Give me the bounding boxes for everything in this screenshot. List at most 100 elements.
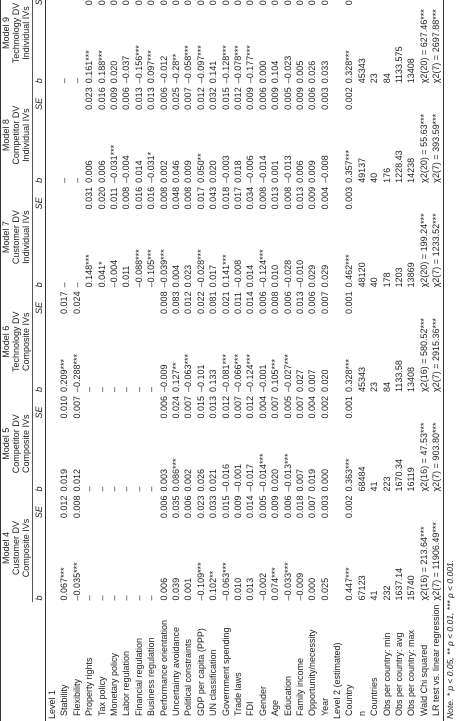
model-header-line: Customer DV <box>11 521 21 576</box>
cell: 45343 <box>356 58 367 84</box>
cell: χ2(20) = 199.24*** <box>418 213 429 288</box>
cell: 0.023 <box>183 264 194 288</box>
cell: –0.013*** <box>282 453 293 492</box>
cell: 0.020 <box>319 369 330 392</box>
cell: χ2(7) = 903.80*** <box>430 420 444 494</box>
cell: 0.002 <box>344 495 355 519</box>
cell: –0.031* <box>146 151 157 183</box>
cell: 0.009 <box>307 160 318 183</box>
cell: 0.017 <box>59 291 70 314</box>
cell: 0.023 <box>84 87 95 110</box>
cell: – <box>71 78 82 84</box>
row-label: GDP per capita (PPP) <box>195 628 206 716</box>
data-row: Financial regulation – – – –0.088*** 0.016 0.0… <box>133 0 145 721</box>
data-row: Uncertainty avoidance 0.039 0.035 0.086*** 0… <box>170 0 182 721</box>
cell <box>369 0 381 7</box>
data-row: Political constraints 0.001 0.006 0.002 0.00… <box>183 0 195 721</box>
header-row: Model 4 Customer DV Composite IVs Model 5 Co… <box>0 0 33 721</box>
cell: –0.014 <box>257 155 268 183</box>
cell: 0.024 <box>71 291 82 314</box>
cell: 0.005 <box>294 60 305 84</box>
cell: χ2(7) = 393.59*** <box>430 111 444 185</box>
cell: 0.006 <box>183 495 194 519</box>
cell: 0.000 <box>307 577 318 601</box>
cell: – <box>59 78 70 84</box>
cell: 0.020 <box>270 469 281 492</box>
cell: 0.000 <box>319 469 330 492</box>
cell: 0.004 <box>170 264 181 288</box>
cell: 0.023 <box>245 0 257 7</box>
cell: 0.006 <box>158 87 169 110</box>
model-header-line: Individual IVs <box>21 6 31 60</box>
cell <box>418 494 430 521</box>
row-label: Obs per country: avg <box>394 632 405 716</box>
cell: –0.014*** <box>257 453 268 492</box>
row-label: Obs per country: min <box>381 632 392 716</box>
data-row: Countries 41 41 23 40 40 23 <box>369 0 381 721</box>
cell <box>84 394 96 421</box>
cell: 0.081 <box>208 291 219 314</box>
cell: 0.086*** <box>170 458 181 492</box>
data-row: UN classification 0.102** 0.033 0.021 0.013 0… <box>207 0 219 721</box>
cell: 0.012 <box>59 495 70 519</box>
row-label: UN classification <box>208 649 219 716</box>
section-label: Level 1 <box>47 689 58 719</box>
cell <box>369 494 381 521</box>
cell: 0.007 <box>183 395 194 419</box>
row-label: FDI <box>245 701 256 717</box>
note-row: Note. * p < 0.05, ** p < 0.01, *** p < 0… <box>443 0 456 721</box>
cell: 0.014 <box>245 495 256 519</box>
cell: 13869 <box>406 262 417 288</box>
model-header: Model 5 Competitor DV Composite IVs <box>0 393 33 494</box>
cell: 0.010 <box>270 264 281 288</box>
cell: 0.097*** <box>146 50 157 84</box>
cell: –0.063*** <box>220 562 231 601</box>
model-header-line: Composite IVs <box>21 414 31 474</box>
cell: 0.012 <box>195 87 206 110</box>
section-row: Level 1 <box>46 0 59 721</box>
cell: 178 <box>381 272 392 288</box>
cell <box>381 85 393 112</box>
row-label: Property rights <box>84 657 95 716</box>
cell: 0.012 <box>183 291 194 314</box>
cell: 0.009 <box>307 186 318 210</box>
row-label: Country <box>344 684 355 716</box>
cell: 67123 <box>356 575 367 601</box>
cell: 0.013 <box>232 0 244 7</box>
cell: 0.015 <box>195 395 206 419</box>
cell: 0.006 <box>257 291 268 314</box>
cell: 0.023 <box>195 495 206 519</box>
subheader-cell: SE <box>32 184 46 212</box>
cell: – <box>84 386 95 392</box>
cell <box>369 289 381 316</box>
cell: 0.013 <box>245 577 256 601</box>
cell: 0.006 <box>282 291 293 314</box>
subheader-cell: SE <box>32 289 46 316</box>
cell <box>430 184 444 212</box>
cell: 0.013 <box>133 87 144 110</box>
data-row: Age 0.074*** 0.009 0.020 0.007 0.105*** 0.008 0… <box>269 0 281 721</box>
cell: 16119 <box>406 467 417 492</box>
row-label: Performance orientation <box>158 619 169 716</box>
cell: 0.148*** <box>84 254 95 288</box>
cell: 23 <box>369 381 380 392</box>
table-head: Model 4 Customer DV Composite IVs Model 5 Co… <box>0 0 46 721</box>
cell: –0.097*** <box>195 45 206 84</box>
cell: 0.006 <box>257 87 268 110</box>
cell: 0.002 <box>183 469 194 492</box>
data-row: Wald Chi squared χ2(16) = 213.64*** χ2(16)… <box>418 0 430 721</box>
cell: 0.008 <box>71 495 82 519</box>
cell: 0.002 <box>344 0 356 7</box>
cell: 0.004 <box>307 395 318 419</box>
data-row: Gender –0.002 0.005 –0.014*** 0.004 –0.001 0.0… <box>257 0 269 721</box>
model-header-line: Technology DV <box>11 2 21 64</box>
cell: –0.023 <box>282 55 293 84</box>
row-label: Age <box>270 699 281 716</box>
cell: –0.035*** <box>71 562 82 601</box>
cell: 0.010 <box>232 577 243 601</box>
cell <box>121 494 133 521</box>
cell: –0.016 <box>220 464 231 492</box>
cell: –0.003 <box>220 155 231 183</box>
subheader-corner <box>32 602 46 721</box>
cell: –0.006 <box>245 155 256 183</box>
